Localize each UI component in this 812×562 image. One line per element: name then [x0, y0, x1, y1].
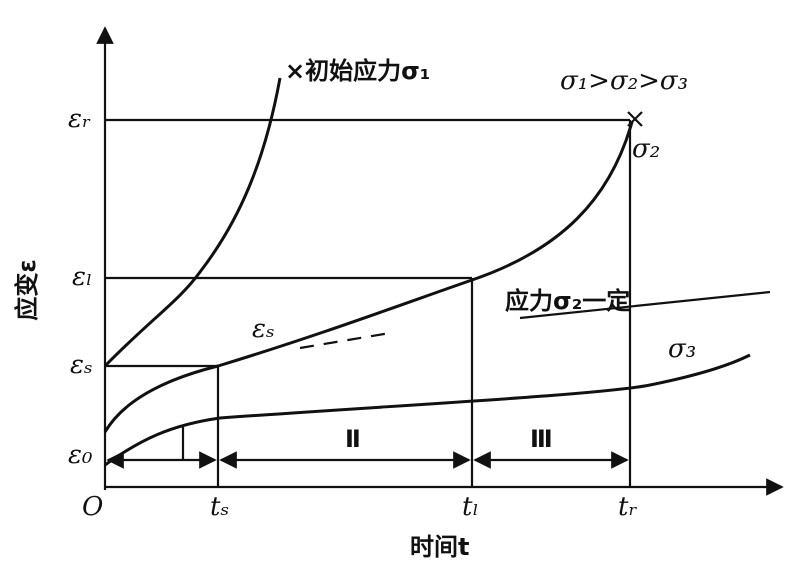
y-label: εₗ — [72, 262, 92, 292]
region-label: Ⅱ — [345, 425, 361, 453]
curve-sigma1 — [103, 77, 282, 368]
steady-line — [519, 290, 771, 320]
steady-extension — [299, 331, 391, 350]
x-axis-title: 时间t — [410, 533, 469, 561]
curve-sigma3 — [104, 353, 751, 467]
y-label: ε₀ — [68, 440, 93, 470]
label: σ₃ — [668, 334, 696, 364]
label: ×初始应力σ₁ — [285, 57, 430, 85]
y-label: εᵣ — [68, 104, 91, 134]
label: σ₁>σ₂>σ₃ — [560, 66, 688, 96]
label: 应力σ₂一定 — [505, 287, 630, 315]
rupture-mark — [627, 111, 643, 127]
x-label: O — [82, 492, 103, 522]
x-label: tₗ — [462, 492, 479, 522]
label: σ₂ — [632, 134, 660, 164]
y-axis-title: 应变ε — [13, 259, 41, 320]
guide-lines — [105, 118, 632, 487]
label: εₛ — [252, 314, 275, 344]
y-label: εₛ — [70, 350, 93, 380]
region-label: Ⅲ — [530, 425, 553, 453]
curve-sigma2 — [103, 121, 634, 433]
x-label: tₛ — [210, 492, 229, 522]
x-label: tᵣ — [618, 492, 637, 522]
